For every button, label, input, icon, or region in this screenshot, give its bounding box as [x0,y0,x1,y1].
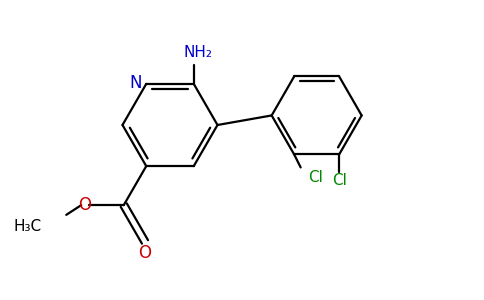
Text: O: O [138,244,151,262]
Text: H₃C: H₃C [13,219,41,234]
Text: NH₂: NH₂ [183,45,212,60]
Text: O: O [78,196,91,214]
Text: Cl: Cl [332,173,347,188]
Text: N: N [129,74,141,92]
Text: Cl: Cl [308,170,323,185]
